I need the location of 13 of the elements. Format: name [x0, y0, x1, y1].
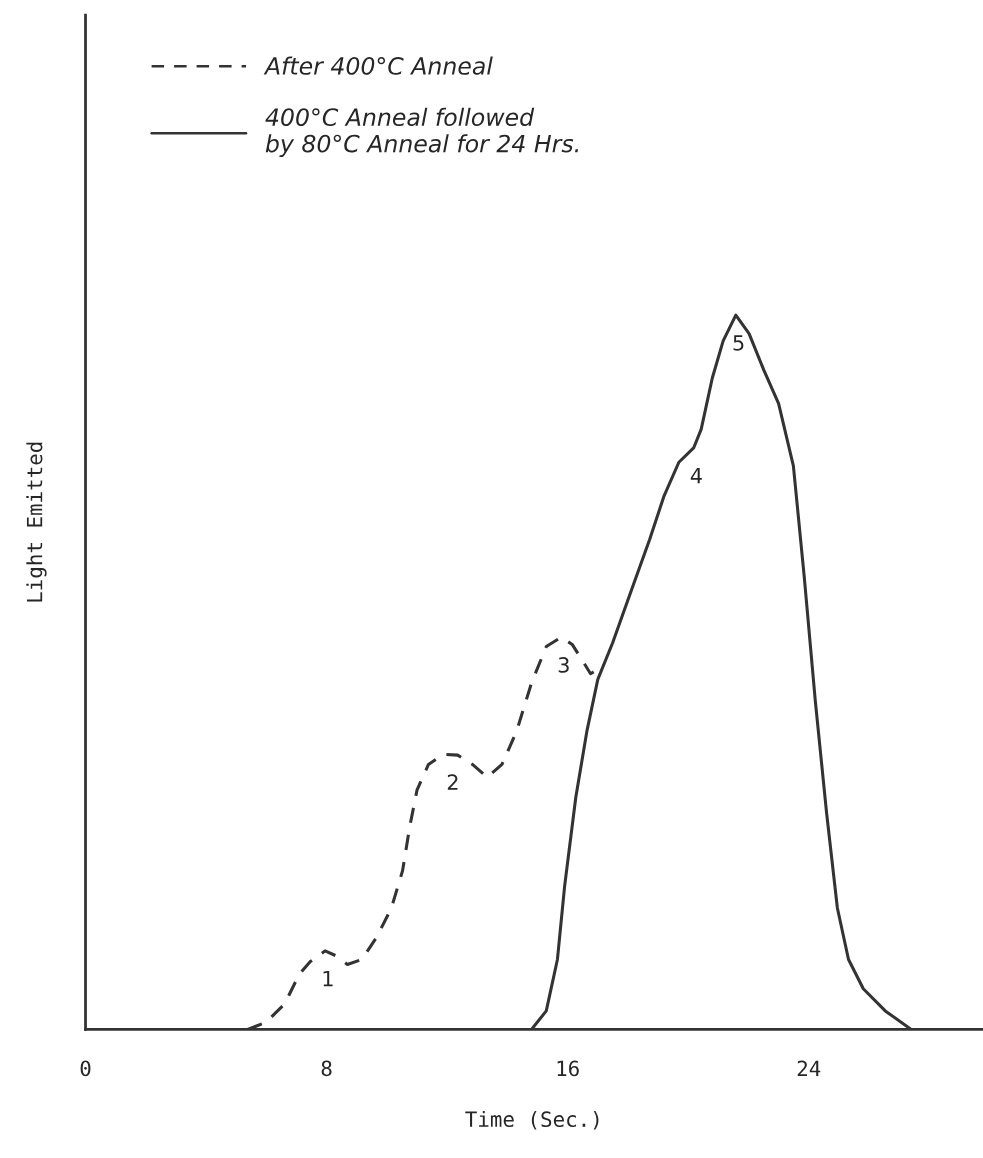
x-tick-label: 16: [557, 1060, 579, 1077]
annotation: 2: [447, 774, 458, 790]
annotation: 4: [690, 468, 702, 484]
y-axis-title: Light Emitted: [26, 442, 47, 602]
legend-label: 400°C Anneal followed by 80°C Anneal for 24 Hrs.: [265, 107, 579, 158]
annotation: 5: [733, 335, 744, 351]
x-tick-label: 24: [797, 1060, 821, 1076]
x-axis-title: Time (Sec.): [465, 1110, 599, 1130]
legend-label: After 400°C Anneal: [263, 56, 493, 75]
x-tick-label: 0: [80, 1060, 91, 1077]
annotation: 3: [558, 657, 569, 673]
annotation: 1: [323, 970, 333, 987]
x-tick-label: 8: [321, 1060, 332, 1077]
